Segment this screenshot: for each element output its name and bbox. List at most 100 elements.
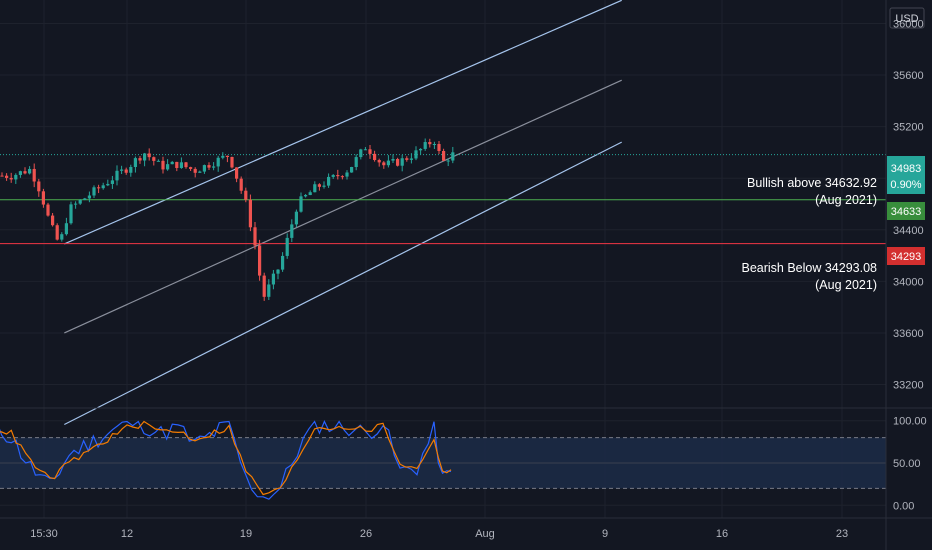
candle-body xyxy=(304,195,308,197)
candle-body xyxy=(409,158,413,160)
candle-body xyxy=(414,150,418,159)
regression-channel[interactable] xyxy=(64,0,622,426)
candle-body xyxy=(216,157,220,167)
candle-body xyxy=(106,183,110,186)
candle-body xyxy=(400,158,404,166)
candle-body xyxy=(189,167,193,169)
candle-body xyxy=(382,162,386,166)
candle-body xyxy=(248,199,252,228)
price-axis[interactable]: 3600035600352003480034400340003360033200 xyxy=(893,18,924,391)
candle-body xyxy=(336,175,340,177)
time-tick-label: 9 xyxy=(602,528,608,540)
candle-body xyxy=(331,175,335,177)
time-tick-label: 16 xyxy=(716,528,728,540)
candle-body xyxy=(46,204,50,216)
candle-body xyxy=(156,160,160,162)
candle-body xyxy=(166,164,170,170)
bullish-level-badge: 34633 xyxy=(887,202,925,220)
candle-body xyxy=(230,156,234,168)
candle-body xyxy=(350,166,354,173)
candle-body xyxy=(32,168,36,182)
candle-body xyxy=(124,169,128,173)
candle-body xyxy=(281,255,285,270)
candle-body xyxy=(97,187,101,189)
stochastic-tick-label: 50.00 xyxy=(893,458,921,470)
candle-body xyxy=(37,181,41,192)
time-tick-label: 23 xyxy=(836,528,848,540)
price-tick-label: 33200 xyxy=(893,380,924,392)
time-tick-label: 26 xyxy=(360,528,372,540)
candle-body xyxy=(396,159,400,166)
bullish-level-value: 34633 xyxy=(891,206,922,218)
candle-body xyxy=(428,142,432,145)
candle-body xyxy=(110,180,114,184)
time-tick-label: 15:30 xyxy=(30,528,58,540)
candle-body xyxy=(405,158,409,160)
candle-body xyxy=(308,192,312,196)
candle-body xyxy=(51,215,55,226)
candle-body xyxy=(290,224,294,238)
currency-label-box xyxy=(889,7,925,29)
candle-body xyxy=(258,245,262,276)
candle-body xyxy=(0,175,4,177)
candle-body xyxy=(294,211,298,225)
candle-body xyxy=(225,155,229,157)
currency-label[interactable]: USD xyxy=(895,13,918,25)
candle-body xyxy=(285,237,289,256)
candle-body xyxy=(28,168,32,174)
candle-body xyxy=(64,223,68,235)
candle-body xyxy=(83,198,87,200)
candle-body xyxy=(87,195,91,199)
grid xyxy=(0,0,886,518)
channel-middle xyxy=(64,79,622,334)
candle-body xyxy=(317,184,321,187)
candle-body xyxy=(14,174,18,180)
price-tick-label: 34000 xyxy=(893,276,924,288)
candle-body xyxy=(271,273,275,285)
candle-body xyxy=(368,149,372,154)
candle-body xyxy=(322,185,326,187)
candle-body xyxy=(129,167,133,173)
candle-body xyxy=(446,160,450,162)
bullish-annotation: Bullish above 34632.92 xyxy=(747,176,877,190)
channel-upper xyxy=(64,0,622,245)
candle-body xyxy=(101,185,105,189)
candle-body xyxy=(198,171,202,173)
candle-body xyxy=(391,159,395,161)
time-tick-label: 12 xyxy=(121,528,133,540)
candle-body xyxy=(184,162,188,168)
candle-body xyxy=(299,196,303,212)
candle-body xyxy=(69,204,73,224)
stochastic-series[interactable] xyxy=(0,420,452,500)
time-axis[interactable]: 15:30 12 19 26 Aug 9 16 23 xyxy=(30,528,848,540)
candle-body xyxy=(377,160,381,163)
candle-body xyxy=(451,152,455,161)
candle-body xyxy=(345,172,349,177)
candle-body xyxy=(373,153,377,161)
candle-body xyxy=(340,176,344,178)
candle-body xyxy=(267,284,271,297)
candle-body xyxy=(313,184,317,193)
bearish-level-value: 34293 xyxy=(891,251,922,263)
candle-body xyxy=(9,177,13,180)
price-tick-label: 33600 xyxy=(893,328,924,340)
candle-body xyxy=(419,148,423,151)
candle-body xyxy=(147,153,151,158)
candle-body xyxy=(18,171,22,175)
candle-body xyxy=(253,227,257,246)
stochastic-tick-label: 0.00 xyxy=(893,500,914,512)
candle-body xyxy=(207,165,211,168)
stochastic-axis[interactable]: 100.00 50.00 0.00 xyxy=(893,416,927,513)
candle-body xyxy=(235,167,239,179)
bearish-annotation: Bearish Below 34293.08 xyxy=(741,261,877,275)
candle-body xyxy=(55,225,59,240)
stochastic-band xyxy=(0,437,886,489)
candlestick-series[interactable] xyxy=(0,138,455,301)
candle-body xyxy=(78,199,82,204)
price-tick-label: 35200 xyxy=(893,122,924,134)
candle-body xyxy=(138,158,142,161)
channel-lower xyxy=(64,141,622,426)
bullish-annotation-date: (Aug 2021) xyxy=(815,193,877,207)
candle-body xyxy=(152,157,156,161)
